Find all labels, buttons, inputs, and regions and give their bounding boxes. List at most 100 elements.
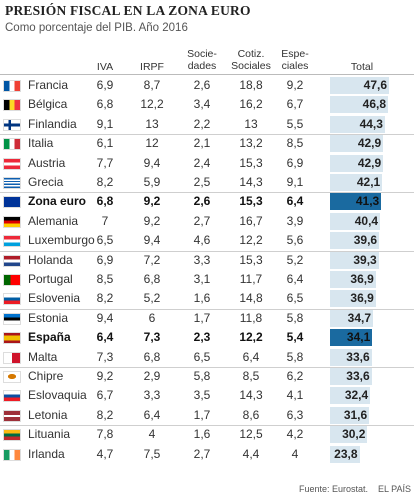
- irpf-value: 7,3: [143, 330, 161, 345]
- country-name: Eslovenia: [28, 291, 81, 306]
- table-row: Holanda 6,9 7,2 3,3 15,3 5,2 39,3: [0, 251, 414, 270]
- iva-value: 7,7: [96, 155, 114, 170]
- netherlands-flag: [3, 254, 21, 267]
- especiales-value: 6,9: [286, 155, 304, 170]
- header-iva: IVA: [96, 61, 114, 73]
- especiales-value: 4: [291, 446, 299, 461]
- header-cotiz-sociales: Cotiz. Sociales: [231, 48, 271, 72]
- total-bar: [330, 212, 381, 230]
- irpf-value: 6: [148, 310, 156, 325]
- sociedades-value: 2,3: [193, 330, 211, 345]
- sociedades-value: 2,5: [193, 175, 211, 189]
- iva-value: 7: [101, 213, 109, 228]
- country-name: Irlanda: [28, 446, 65, 461]
- total-bar: [330, 232, 380, 250]
- ireland-flag: [3, 448, 21, 461]
- sociedades-value: 1,6: [193, 427, 211, 442]
- header-sociedades: Socie- dades: [187, 48, 217, 72]
- table-row: Bélgica 6,8 12,2 3,4 16,2 6,7 46,8: [0, 95, 414, 114]
- table-row: Luxemburgo 6,5 9,4 4,6 12,2 5,6 39,6: [0, 231, 414, 250]
- cotiz-value: 15,3: [239, 252, 263, 267]
- table-row: Estonia 9,4 6 1,7 11,8 5,8 34,7: [0, 309, 414, 328]
- country-name: Lituania: [28, 427, 71, 442]
- group-divider: [0, 425, 414, 427]
- total-value: 33,6: [346, 349, 370, 364]
- total-value: 30,2: [342, 427, 366, 442]
- table-row: Malta 7,3 6,8 6,5 6,4 5,8 33,6: [0, 348, 414, 367]
- chart-title: PRESIÓN FISCAL EN LA ZONA EURO: [5, 3, 251, 18]
- cotiz-value: 12,5: [239, 427, 263, 442]
- irpf-value: 3,3: [143, 388, 161, 403]
- iva-value: 6,7: [96, 388, 114, 403]
- cyprus-flag: [3, 371, 21, 383]
- especiales-value: 6,7: [286, 97, 304, 112]
- country-name: Italia: [28, 136, 54, 151]
- group-divider: [0, 192, 414, 194]
- irpf-value: 12,2: [140, 97, 164, 112]
- irpf-value: 9,4: [143, 155, 161, 170]
- country-name: Estonia: [28, 310, 69, 325]
- total-bar: [330, 193, 382, 211]
- group-divider: [0, 367, 414, 368]
- irpf-value: 5,2: [143, 291, 161, 306]
- finland-flag: [3, 118, 21, 131]
- sociedades-value: 2,6: [193, 78, 211, 92]
- total-bar: [330, 426, 368, 444]
- country-name: Malta: [28, 349, 58, 364]
- cotiz-value: 12,2: [239, 330, 263, 345]
- group-divider: [0, 250, 414, 252]
- total-value: 42,9: [357, 155, 382, 170]
- country-name: Bélgica: [28, 97, 68, 112]
- irpf-value: 9,2: [143, 213, 161, 228]
- country-name: España: [28, 330, 71, 345]
- total-value: 36,9: [350, 291, 374, 306]
- iva-value: 8,2: [96, 291, 114, 306]
- cotiz-value: 4,4: [242, 446, 260, 461]
- country-name: Austria: [28, 155, 66, 170]
- especiales-value: 3,9: [286, 213, 304, 228]
- cotiz-value: 16,7: [239, 213, 263, 228]
- irpf-value: 6,8: [143, 349, 161, 364]
- sociedades-value: 3,3: [193, 252, 211, 267]
- sociedades-value: 5,8: [193, 369, 211, 383]
- irpf-value: 9,4: [143, 233, 161, 248]
- germany-flag: [3, 215, 21, 228]
- total-bar: [330, 309, 374, 327]
- belgium-flag: [3, 99, 21, 112]
- cotiz-value: 11,7: [239, 272, 263, 286]
- especiales-value: 9,2: [286, 78, 304, 92]
- cotiz-value: 11,8: [239, 310, 263, 325]
- cotiz-value: 16,2: [239, 97, 263, 112]
- country-name: Finlandia: [28, 116, 77, 131]
- sociedades-value: 1,7: [193, 310, 211, 325]
- iva-value: 7,3: [96, 349, 114, 364]
- cotiz-value: 12,2: [239, 233, 263, 248]
- latvia-flag: [3, 409, 21, 422]
- iva-value: 6,9: [96, 252, 114, 267]
- total-bar: [330, 445, 360, 463]
- table-row: Lituania 7,8 4 1,6 12,5 4,2 30,2: [0, 425, 414, 444]
- irpf-value: 8,7: [143, 78, 161, 92]
- iva-value: 9,4: [96, 310, 114, 325]
- especiales-value: 5,2: [286, 252, 304, 267]
- sociedades-value: 2,7: [193, 446, 211, 461]
- italy-flag: [3, 138, 21, 151]
- country-name: Alemania: [28, 213, 79, 228]
- slovakia-flag: [3, 390, 21, 403]
- austria-flag: [3, 157, 21, 170]
- sociedades-value: 3,5: [193, 388, 211, 403]
- especiales-value: 6,4: [286, 272, 304, 286]
- irpf-value: 6,8: [143, 272, 161, 286]
- total-value: 47,6: [363, 78, 388, 92]
- iva-value: 7,8: [96, 427, 114, 442]
- total-value: 42,9: [357, 136, 382, 151]
- table-row: Austria 7,7 9,4 2,4 15,3 6,9 42,9: [0, 154, 414, 173]
- sociedades-value: 3,1: [193, 272, 211, 286]
- table-row: Italia 6,1 12 2,1 13,2 8,5 42,9: [0, 134, 414, 153]
- cotiz-value: 13,2: [239, 136, 263, 151]
- total-value: 41,3: [355, 194, 380, 209]
- publisher-brand: EL PAÍS: [378, 484, 412, 494]
- total-value: 34,1: [346, 330, 371, 345]
- greece-flag: [3, 177, 21, 189]
- total-value: 39,3: [353, 252, 377, 267]
